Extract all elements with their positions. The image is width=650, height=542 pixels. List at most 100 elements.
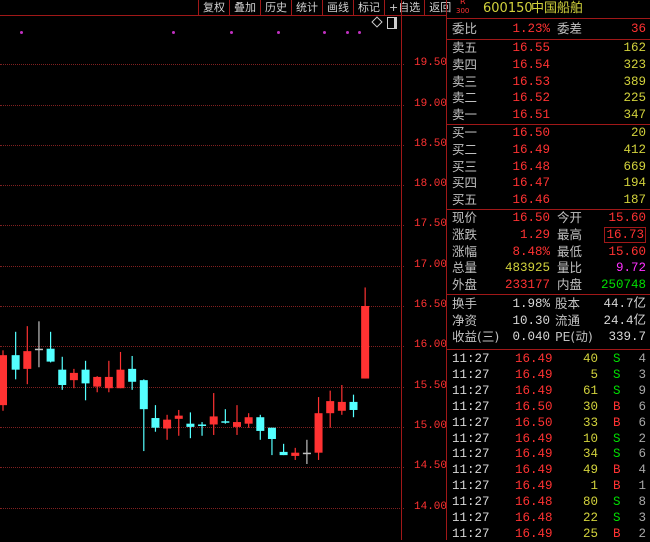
tick-price: 16.49 — [515, 526, 553, 541]
tick-price: 16.49 — [515, 367, 553, 382]
candle-body — [34, 348, 43, 351]
tick-side: S — [613, 447, 621, 462]
candle-body — [23, 351, 32, 369]
grid-line — [0, 265, 404, 267]
toolbar-button-2[interactable]: 历史 — [260, 0, 291, 15]
panel-divider[interactable] — [446, 0, 447, 540]
tick-side: B — [613, 399, 621, 414]
grid-line — [0, 467, 404, 469]
stat-label: 现价 — [452, 210, 478, 225]
toolbar-button-5[interactable]: 标记 — [353, 0, 384, 15]
level-price: 16.47 — [512, 176, 550, 191]
candle — [174, 409, 183, 436]
fund-value: 24.4亿 — [603, 313, 646, 328]
candle — [291, 447, 300, 460]
tick-side: S — [613, 511, 621, 525]
tick-row: 11:27 16.49 34 S 6 — [447, 446, 650, 462]
buy-row: 买四 16.47 194 — [447, 175, 650, 191]
tick-time: 11:27 — [452, 399, 490, 414]
label: 委比 — [452, 21, 478, 36]
candle-body — [0, 355, 7, 406]
toolbar-button-4[interactable]: 画线 — [322, 0, 353, 15]
candle — [361, 287, 370, 379]
tick-count: 4 — [638, 463, 646, 478]
fund-label: 净资 — [452, 312, 478, 328]
price-axis-label: 16.00 — [414, 339, 448, 352]
buy-row: 买五 16.46 187 — [447, 192, 650, 208]
tick-count: 6 — [638, 415, 646, 430]
fund-label: 股本 — [555, 296, 581, 311]
toolbar-button-3[interactable]: 统计 — [291, 0, 322, 15]
fundamental-row: 收益(三) 0.040 PE(动) 339.7 — [447, 329, 650, 345]
toolbar-button-1[interactable]: 叠加 — [229, 0, 260, 15]
panel-toggle-icon[interactable] — [387, 17, 397, 29]
badge-bottom: 300 — [456, 7, 470, 15]
tick-row: 11:27 16.50 30 B 6 — [447, 399, 650, 415]
candle — [326, 390, 335, 428]
tick-time: 11:27 — [452, 511, 490, 525]
candle — [11, 331, 20, 380]
candlestick-chart[interactable]: 19.50 19.00 18.50 18.00 17.50 17.00 16.50 16.00… — [0, 16, 447, 540]
tick-time: 11:27 — [452, 383, 490, 398]
level-volume: 194 — [623, 176, 646, 191]
candle — [233, 405, 241, 435]
stat-value: 483925 — [504, 261, 550, 276]
toolbar-button-7[interactable]: 返回 — [424, 0, 455, 15]
tick-price: 16.49 — [515, 447, 553, 462]
tick-row: 11:27 16.49 10 S 2 — [447, 431, 650, 447]
level-volume: 162 — [623, 41, 646, 55]
tick-time: 11:27 — [452, 352, 490, 366]
tick-volume: 34 — [582, 447, 598, 462]
candle — [198, 422, 207, 436]
tick-volume: 33 — [582, 415, 598, 430]
candle — [69, 368, 78, 389]
price-axis-label: 18.50 — [414, 137, 448, 150]
tick-side: B — [613, 463, 621, 478]
stock-header: R 300 600150 中国船舶 — [447, 0, 650, 18]
fund-label: 收益(三) — [452, 329, 500, 344]
candle — [139, 379, 148, 452]
marker-dot — [323, 31, 326, 34]
level-volume: 20 — [630, 126, 646, 140]
tick-time: 11:27 — [452, 495, 490, 510]
candle-body — [279, 451, 288, 456]
level-label: 买五 — [452, 192, 478, 208]
candle — [314, 397, 323, 460]
tick-count: 3 — [638, 367, 646, 382]
tick-time: 11:27 — [452, 415, 490, 430]
tick-price: 16.50 — [515, 415, 553, 430]
level-label: 卖三 — [452, 73, 478, 89]
candle-body — [267, 427, 276, 439]
candle — [337, 384, 346, 415]
level-volume: 225 — [623, 91, 646, 106]
level-label: 卖四 — [452, 56, 478, 72]
badge-top: R — [460, 0, 466, 6]
level-price: 16.48 — [512, 159, 550, 174]
candle — [267, 427, 276, 456]
stat-value: 16.73 — [604, 226, 646, 243]
price-axis-label: 16.50 — [414, 299, 448, 311]
tick-volume: 10 — [582, 431, 598, 446]
grid-line — [0, 386, 404, 388]
price-axis-label: 15.50 — [414, 379, 448, 392]
tick-volume: 61 — [582, 383, 598, 398]
toolbar-button-6[interactable]: +自选 — [384, 0, 424, 15]
toolbar-button-0[interactable]: 复权 — [198, 0, 229, 15]
candle — [58, 356, 67, 390]
stat-value: 233177 — [504, 278, 550, 293]
stat-value: 15.60 — [608, 211, 646, 225]
weicha-value: 36 — [630, 22, 646, 36]
stat-label: 涨跌 — [452, 226, 478, 242]
stat-label: 外盘 — [452, 277, 478, 293]
stat-value: 1.29 — [519, 227, 550, 242]
candle-body — [58, 369, 67, 385]
stat-value: 250748 — [600, 278, 646, 293]
tick-price: 16.48 — [515, 511, 553, 525]
price-axis-label: 17.00 — [414, 258, 448, 271]
level-volume: 412 — [623, 142, 646, 157]
stat-label: 涨幅 — [452, 243, 478, 259]
candle-body — [139, 380, 148, 410]
tick-row: 11:27 16.49 5 S 3 — [447, 367, 650, 383]
stat-row: 总量 483925 量比 9.72 — [447, 260, 650, 276]
tick-row: 11:27 16.49 25 B 2 — [447, 526, 650, 542]
